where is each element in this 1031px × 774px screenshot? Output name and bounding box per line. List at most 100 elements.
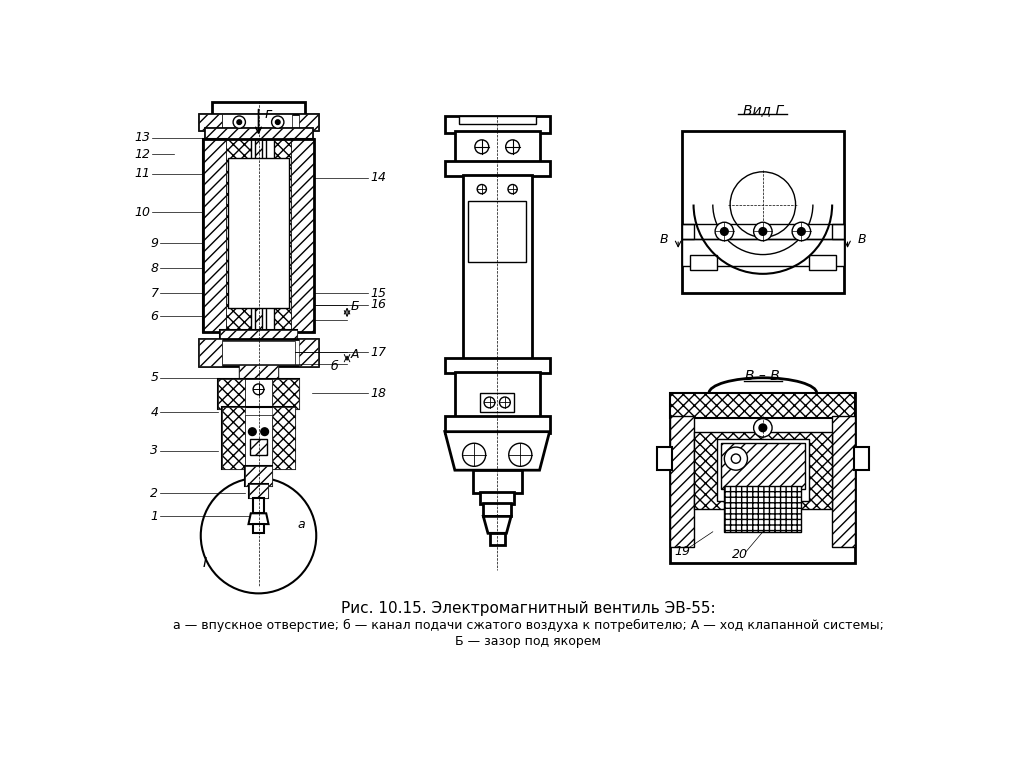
Text: 8: 8 bbox=[151, 262, 159, 275]
Bar bbox=[228, 159, 290, 309]
Bar bbox=[291, 139, 314, 331]
Circle shape bbox=[248, 428, 256, 436]
Text: б: б bbox=[330, 360, 338, 373]
Circle shape bbox=[275, 120, 280, 125]
Bar bbox=[444, 358, 550, 373]
Bar bbox=[455, 132, 539, 163]
Text: 9: 9 bbox=[151, 237, 159, 249]
Circle shape bbox=[201, 478, 317, 594]
Bar bbox=[725, 485, 801, 532]
Bar bbox=[271, 407, 295, 468]
Bar bbox=[271, 379, 299, 409]
Text: 6: 6 bbox=[151, 310, 159, 323]
Circle shape bbox=[237, 120, 241, 125]
Bar bbox=[725, 485, 801, 532]
Bar bbox=[681, 239, 843, 266]
Bar bbox=[809, 255, 836, 270]
Text: 14: 14 bbox=[370, 171, 387, 184]
Text: В: В bbox=[660, 233, 668, 245]
Circle shape bbox=[508, 444, 532, 466]
Text: 1: 1 bbox=[151, 510, 159, 523]
Bar bbox=[670, 393, 856, 418]
Bar bbox=[250, 484, 268, 498]
Circle shape bbox=[721, 228, 728, 235]
Bar bbox=[266, 139, 274, 331]
Text: I: I bbox=[202, 556, 206, 570]
Circle shape bbox=[731, 454, 740, 464]
Bar bbox=[219, 379, 299, 409]
Bar bbox=[203, 139, 226, 331]
Bar bbox=[681, 224, 694, 239]
Bar bbox=[239, 365, 277, 379]
Circle shape bbox=[254, 384, 264, 395]
Bar bbox=[717, 440, 809, 501]
Bar bbox=[223, 407, 245, 468]
Text: Вид Г: Вид Г bbox=[742, 103, 783, 117]
Bar bbox=[245, 466, 271, 485]
Bar bbox=[239, 365, 277, 379]
Bar bbox=[223, 407, 295, 468]
Text: 16: 16 bbox=[370, 298, 387, 311]
Circle shape bbox=[463, 444, 486, 466]
Circle shape bbox=[754, 222, 772, 241]
Circle shape bbox=[754, 419, 772, 437]
Text: 4: 4 bbox=[151, 406, 159, 419]
Circle shape bbox=[477, 184, 487, 194]
Bar bbox=[203, 139, 314, 331]
Text: 17: 17 bbox=[370, 346, 387, 359]
Circle shape bbox=[792, 222, 810, 241]
Bar bbox=[480, 393, 514, 413]
Bar bbox=[832, 416, 856, 547]
Bar bbox=[203, 139, 226, 331]
Text: а: а bbox=[297, 518, 304, 531]
Circle shape bbox=[759, 228, 767, 235]
Text: Б: Б bbox=[351, 300, 360, 313]
Bar bbox=[299, 115, 318, 130]
Text: Рис. 10.15. Электромагнитный вентиль ЭВ-55:: Рис. 10.15. Электромагнитный вентиль ЭВ-… bbox=[340, 601, 716, 616]
Bar bbox=[255, 139, 262, 331]
Text: 18: 18 bbox=[370, 387, 387, 399]
Bar bbox=[226, 139, 251, 331]
Bar bbox=[251, 440, 267, 455]
Bar bbox=[832, 416, 856, 547]
Bar bbox=[204, 128, 312, 139]
Bar bbox=[299, 339, 318, 366]
Bar bbox=[721, 444, 805, 489]
Text: Б — зазор под якорем: Б — зазор под якорем bbox=[455, 635, 601, 648]
Bar bbox=[250, 484, 268, 498]
Bar bbox=[444, 161, 550, 176]
Text: В: В bbox=[858, 233, 866, 245]
Bar bbox=[670, 393, 856, 563]
Bar bbox=[444, 416, 550, 433]
Bar bbox=[694, 432, 832, 509]
Text: 3: 3 bbox=[151, 444, 159, 457]
Bar bbox=[245, 466, 271, 485]
Text: В – В: В – В bbox=[745, 369, 780, 383]
Bar bbox=[472, 470, 522, 493]
Polygon shape bbox=[248, 513, 268, 524]
Bar bbox=[223, 341, 295, 364]
Text: а — впускное отверстие; б — канал подачи сжатого воздуха к потребителю; А — ход : а — впускное отверстие; б — канал подачи… bbox=[172, 619, 884, 632]
Bar bbox=[721, 444, 805, 489]
Circle shape bbox=[261, 428, 268, 436]
Text: 10: 10 bbox=[135, 206, 151, 219]
Circle shape bbox=[508, 184, 518, 194]
Circle shape bbox=[716, 222, 734, 241]
Bar bbox=[444, 116, 550, 133]
Polygon shape bbox=[484, 516, 511, 533]
Circle shape bbox=[485, 397, 495, 408]
Circle shape bbox=[499, 397, 510, 408]
Bar bbox=[670, 416, 694, 547]
Bar bbox=[223, 115, 292, 130]
Bar bbox=[254, 524, 264, 533]
Bar bbox=[199, 115, 223, 130]
Bar bbox=[199, 339, 318, 366]
Text: 12: 12 bbox=[135, 148, 151, 161]
Circle shape bbox=[725, 447, 747, 470]
Bar bbox=[199, 339, 223, 366]
Circle shape bbox=[271, 116, 284, 128]
Bar bbox=[468, 200, 527, 262]
Circle shape bbox=[759, 424, 767, 432]
Bar bbox=[254, 409, 264, 440]
Circle shape bbox=[505, 140, 520, 154]
